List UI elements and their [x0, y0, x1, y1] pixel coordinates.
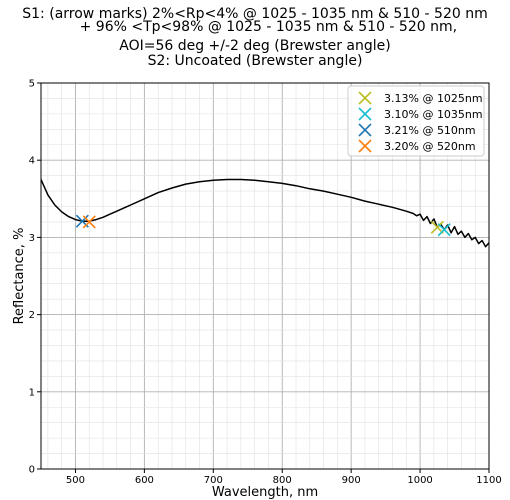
chart-title-line-4: S2: Uncoated (Brewster angle)	[147, 53, 363, 69]
legend-marker	[358, 91, 372, 105]
chart-title-line-3: AOI=56 deg +/-2 deg (Brewster angle)	[119, 38, 391, 54]
legend-entry-label: 3.10% @ 1035nm	[384, 108, 483, 121]
x-tick-label: 500	[66, 475, 85, 486]
y-axis-label: Reflectance, %	[12, 228, 27, 325]
chart-title-line-2: + 96% <Tp<98% @ 1025 - 1035 nm & 510 - 5…	[52, 19, 458, 35]
y-tick-label: 2	[29, 310, 35, 321]
data-marker	[82, 215, 96, 229]
x-axis-label: Wavelength, nm	[212, 485, 318, 500]
data-markers	[75, 214, 451, 237]
y-tick-label: 3	[29, 233, 35, 244]
legend-marker	[358, 107, 372, 121]
x-tick-label: 800	[273, 475, 292, 486]
y-tick-label: 4	[29, 156, 35, 167]
legend: 3.13% @ 1025nm 3.10% @ 1035nm 3.21% @ 510n…	[347, 85, 485, 157]
legend-entry-label: 3.20% @ 520nm	[384, 140, 476, 153]
legend-entry-label: 3.21% @ 510nm	[384, 124, 476, 137]
x-tick-label: 900	[342, 475, 361, 486]
legend-marker	[358, 139, 372, 153]
x-tick-label: 600	[135, 475, 154, 486]
x-tick-label: 1100	[476, 475, 501, 486]
y-tick-label: 1	[29, 387, 35, 398]
x-tick-label: 1000	[407, 475, 432, 486]
legend-entry-label: 3.13% @ 1025nm	[384, 92, 483, 105]
x-tick-label: 700	[204, 475, 223, 486]
legend-marker	[358, 123, 372, 137]
y-tick-label: 0	[29, 465, 35, 476]
legend-box	[347, 85, 485, 157]
series-lines	[40, 178, 490, 248]
data-marker	[430, 220, 444, 234]
axis-ticks: 500 600 700 800 900 1000 1100 0 1 2 3 4 5	[29, 79, 502, 487]
y-tick-label: 5	[29, 79, 35, 90]
reflectance-curve	[40, 178, 490, 248]
chart-title-line-1: S1: (arrow marks) 2%<Rp<4% @ 1025 - 1035…	[22, 6, 488, 22]
plot-frame	[40, 82, 490, 470]
data-marker	[437, 223, 451, 237]
